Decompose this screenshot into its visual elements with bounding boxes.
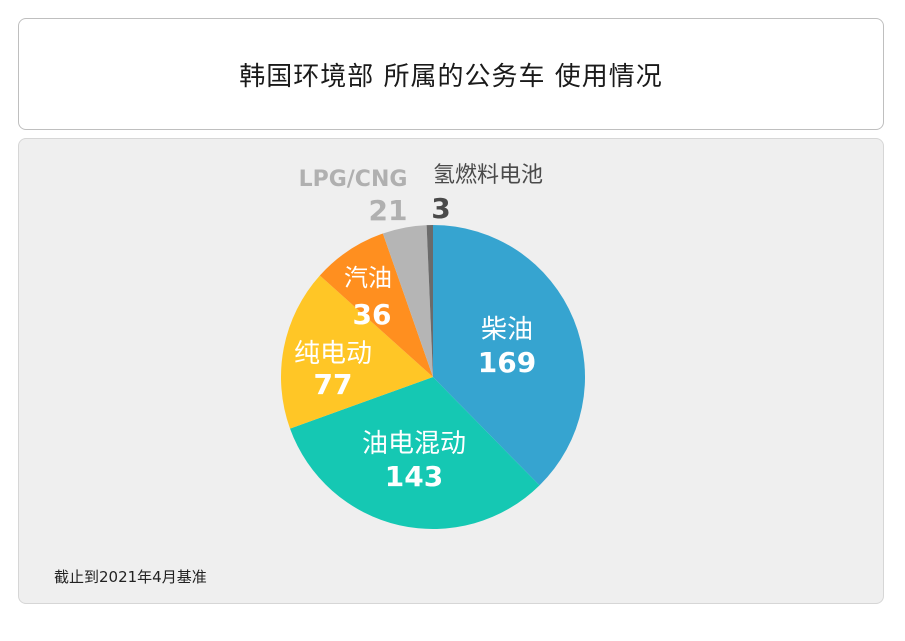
pie-slice-2 — [281, 275, 433, 429]
slice-value-4: 21 — [369, 194, 408, 227]
slice-label-5: 氢燃料电池 — [433, 163, 543, 188]
chart-title: 韩国环境部 所属的公务车 使用情况 — [239, 61, 663, 92]
slice-value-1: 143 — [385, 460, 443, 493]
slice-value-3: 36 — [353, 298, 392, 331]
slice-value-0: 169 — [478, 346, 536, 379]
slice-label-1: 油电混动 — [362, 429, 466, 459]
slice-label-0: 柴油 — [481, 315, 533, 345]
slice-label-3: 汽油 — [344, 264, 392, 292]
footnote: 截止到2021年4月基准 — [54, 568, 207, 586]
slice-value-5: 3 — [431, 192, 450, 225]
slice-label-4: LPG/CNG — [299, 167, 408, 192]
title-box: 韩国环境部 所属的公务车 使用情况 — [18, 18, 884, 130]
pie-slice-1 — [290, 377, 540, 529]
slice-label-2: 纯电动 — [294, 339, 372, 369]
pie-slice-0 — [433, 225, 586, 486]
pie-slice-5 — [426, 225, 433, 377]
slice-value-2: 77 — [314, 368, 353, 401]
pie-slice-4 — [382, 225, 433, 377]
pie-slice-3 — [319, 233, 433, 377]
